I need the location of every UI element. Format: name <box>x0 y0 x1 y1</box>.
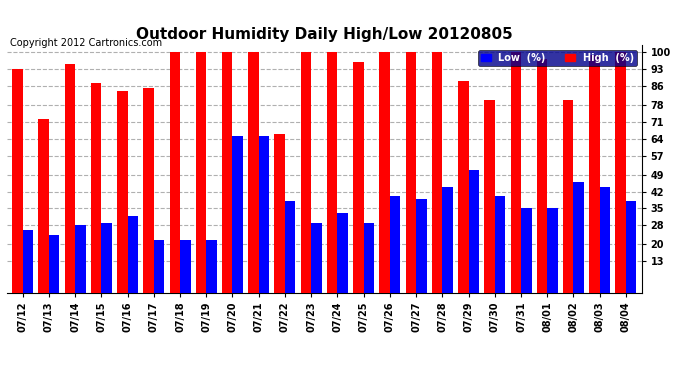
Bar <box>222 52 233 292</box>
Bar <box>117 91 128 292</box>
Bar <box>12 69 23 292</box>
Bar <box>128 216 138 292</box>
Bar <box>65 64 75 292</box>
Text: Copyright 2012 Cartronics.com: Copyright 2012 Cartronics.com <box>10 38 161 48</box>
Bar <box>337 213 348 292</box>
Bar <box>301 52 311 292</box>
Bar <box>626 201 636 292</box>
Title: Outdoor Humidity Daily High/Low 20120805: Outdoor Humidity Daily High/Low 20120805 <box>136 27 513 42</box>
Bar <box>600 187 610 292</box>
Bar <box>390 196 400 292</box>
Bar <box>327 52 337 292</box>
Bar <box>206 240 217 292</box>
Bar <box>469 170 479 292</box>
Bar <box>458 81 469 292</box>
Bar <box>75 225 86 292</box>
Legend: Low  (%), High  (%): Low (%), High (%) <box>478 50 637 66</box>
Bar <box>406 52 416 292</box>
Bar <box>259 136 269 292</box>
Bar <box>442 187 453 292</box>
Bar <box>275 134 285 292</box>
Bar <box>91 84 101 292</box>
Bar <box>248 52 259 292</box>
Bar <box>154 240 164 292</box>
Bar <box>484 100 495 292</box>
Bar <box>364 223 374 292</box>
Bar <box>521 209 531 292</box>
Bar <box>170 52 180 292</box>
Bar <box>285 201 295 292</box>
Bar <box>563 100 573 292</box>
Bar <box>233 136 243 292</box>
Bar <box>573 182 584 292</box>
Bar <box>311 223 322 292</box>
Bar <box>495 196 505 292</box>
Bar <box>416 199 426 292</box>
Bar <box>23 230 33 292</box>
Bar <box>589 55 600 292</box>
Bar <box>49 235 59 292</box>
Bar <box>547 209 558 292</box>
Bar <box>196 52 206 292</box>
Bar <box>353 62 364 292</box>
Bar <box>537 59 547 292</box>
Bar <box>180 240 190 292</box>
Bar <box>144 88 154 292</box>
Bar <box>432 52 442 292</box>
Bar <box>615 52 626 292</box>
Bar <box>511 52 521 292</box>
Bar <box>380 52 390 292</box>
Bar <box>101 223 112 292</box>
Bar <box>39 120 49 292</box>
